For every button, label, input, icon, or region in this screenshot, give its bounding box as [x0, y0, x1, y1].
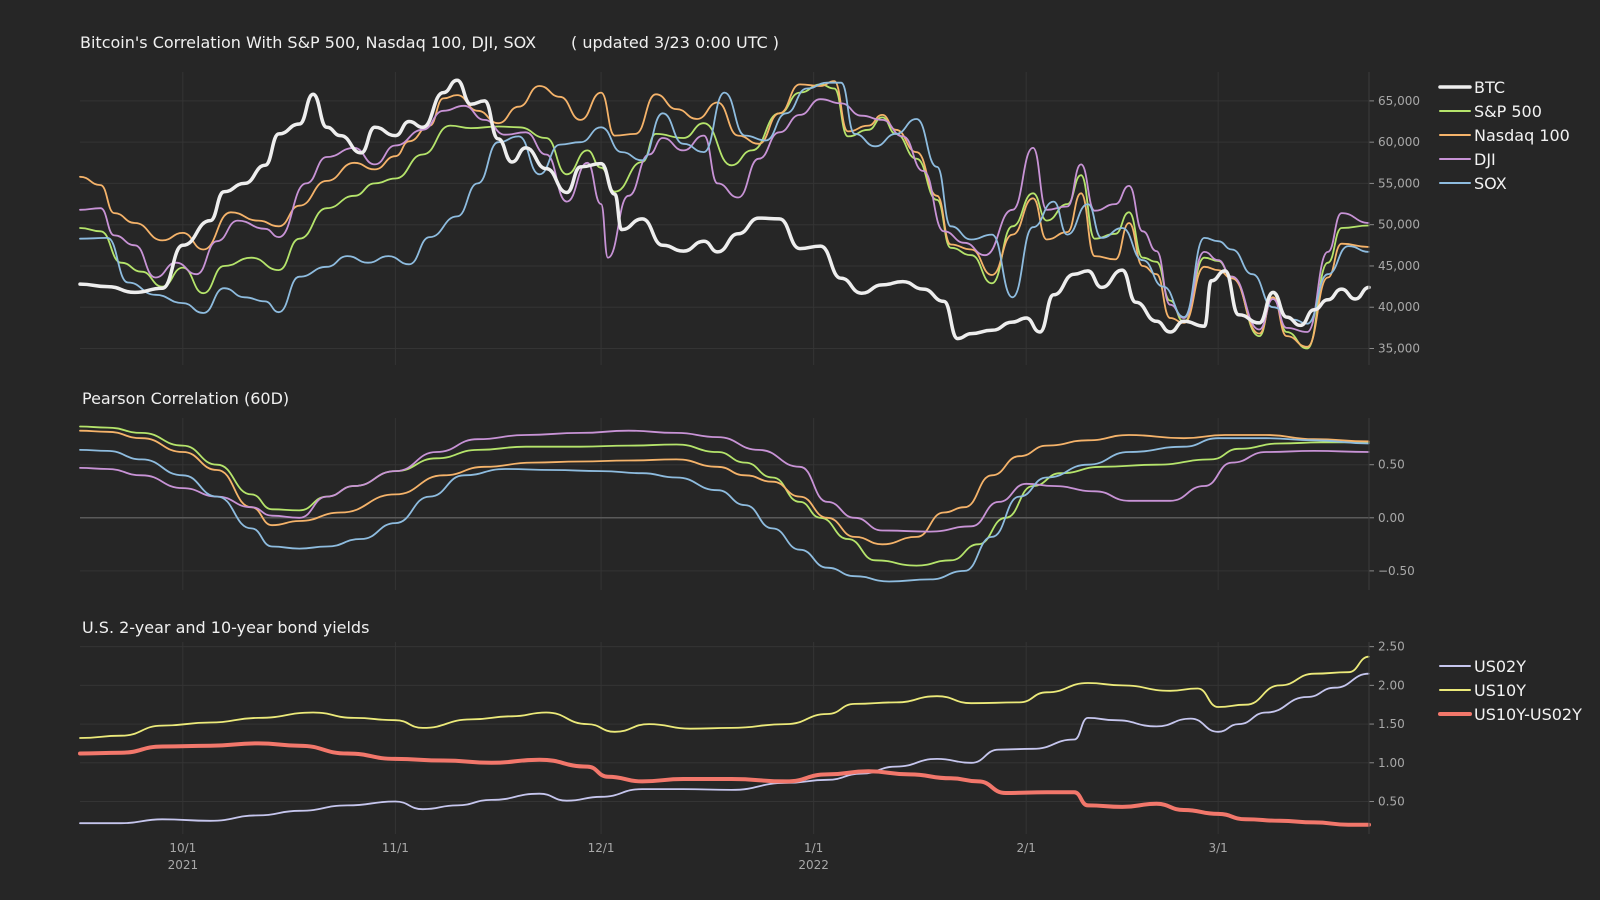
y-tick-label: 60,000 [1378, 135, 1420, 149]
y-tick-label: 45,000 [1378, 259, 1420, 273]
y-tick-label: 2.00 [1378, 678, 1405, 692]
y-tick-label: 1.00 [1378, 756, 1405, 770]
x-tick-year-label: 2022 [798, 858, 829, 872]
x-tick-label: 2/1 [1017, 841, 1036, 855]
y-tick-label: 40,000 [1378, 300, 1420, 314]
legend-label: BTC [1474, 78, 1505, 97]
series-line-sox [79, 81, 1370, 325]
y-tick-label: 35,000 [1378, 341, 1420, 355]
series-line-dji [79, 429, 1370, 533]
update-timestamp: ( updated 3/23 0:00 UTC ) [571, 33, 779, 52]
bond-panel-title: U.S. 2-year and 10-year bond yields [82, 618, 369, 637]
legend-label: DJI [1474, 150, 1496, 169]
y-tick-label: 65,000 [1378, 94, 1420, 108]
x-tick-label: 11/1 [382, 841, 409, 855]
legend-label: Nasdaq 100 [1474, 126, 1570, 145]
y-tick-label: 2.50 [1378, 640, 1405, 654]
series-layer [78, 78, 1371, 827]
series-line-sox [79, 437, 1370, 583]
y-tick-label: 55,000 [1378, 176, 1420, 190]
y-tick-label: 0.00 [1378, 511, 1405, 525]
legend-label: US02Y [1474, 657, 1526, 676]
y-tick-label: −0.50 [1378, 564, 1415, 578]
series-line-nasdaq-100 [79, 429, 1370, 546]
y-tick-label: 50,000 [1378, 218, 1420, 232]
legend-label: US10Y-US02Y [1474, 705, 1582, 724]
x-tick-year-label: 2021 [168, 858, 199, 872]
x-tick-label: 3/1 [1209, 841, 1228, 855]
legend-layer: BTC S&P 500 Nasdaq 100 DJI SOX US02Y US10Y US10… [1438, 78, 1582, 724]
series-line-s-p-500 [79, 425, 1370, 567]
series-line-btc [78, 78, 1371, 341]
series-line-nasdaq-100 [79, 80, 1370, 348]
main-title: Bitcoin's Correlation With S&P 500, Nasd… [80, 33, 536, 52]
y-tick-label: 1.50 [1378, 717, 1405, 731]
correlation-panel-title: Pearson Correlation (60D) [82, 389, 289, 408]
x-tick-label: 1/1 [804, 841, 823, 855]
series-line-us02y [79, 672, 1370, 825]
series-line-us10y-us02y [78, 741, 1371, 827]
legend-label: S&P 500 [1474, 102, 1542, 121]
legend-label: US10Y [1474, 681, 1526, 700]
legend-label: SOX [1474, 174, 1507, 193]
y-tick-label: 0.50 [1378, 458, 1405, 472]
axis-layer: 10/1 2021 11/1 12/1 1/1 2022 2/1 3/1 35,000 40,00… [168, 72, 1420, 872]
series-line-dji [79, 98, 1370, 333]
y-tick-label: 0.50 [1378, 794, 1405, 808]
series-line-us10y [79, 655, 1370, 739]
x-tick-label: 10/1 [169, 841, 196, 855]
x-tick-label: 12/1 [588, 841, 615, 855]
